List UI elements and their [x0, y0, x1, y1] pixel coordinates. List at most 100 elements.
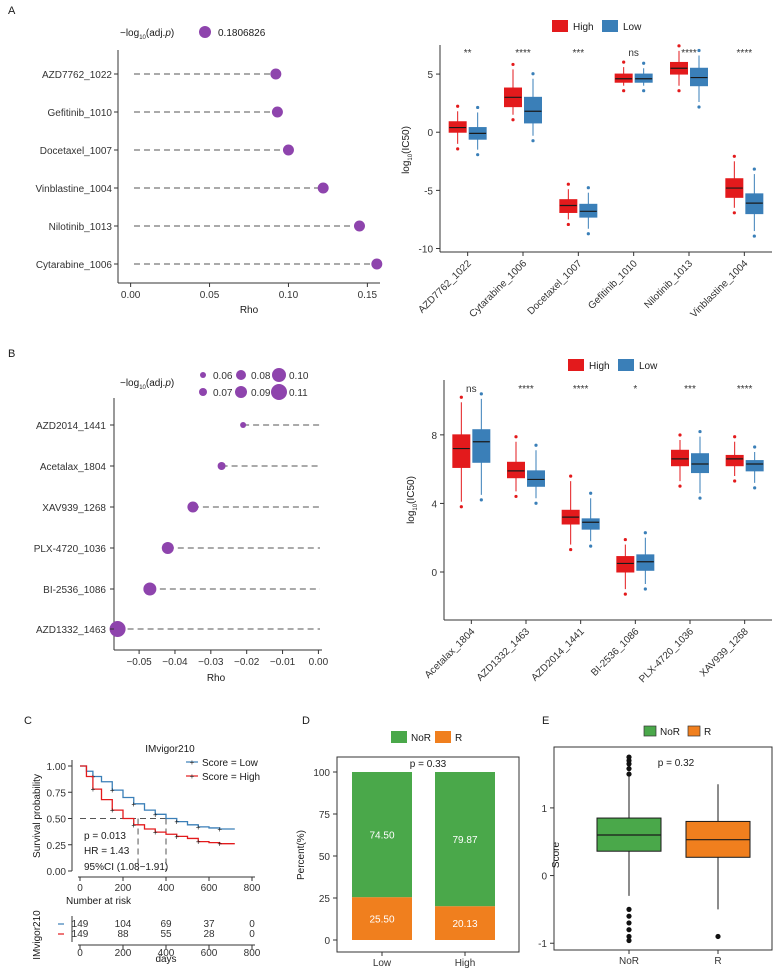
b-left-size-legend-label: 0.09: [251, 388, 271, 399]
a-right-significance: ***: [572, 48, 584, 59]
c-risk-high-count: 88: [117, 929, 129, 940]
c-curve-high-censor: +: [131, 821, 136, 830]
b-right-outlier: [733, 435, 737, 439]
a-right-significance: ****: [737, 48, 753, 59]
c-curve-low-censor: +: [196, 823, 201, 832]
a-left-x-tick-label: 0.05: [200, 290, 220, 301]
b-right-outlier: [534, 501, 538, 505]
c-y-label: Survival probability: [32, 774, 43, 858]
d-label-r: 25.50: [369, 915, 394, 926]
b-left-size-legend-dot: [271, 384, 287, 400]
a-right-category-label: Vinblastine_1004: [689, 258, 751, 320]
b-right-outlier: [514, 435, 518, 439]
a-right-significance: ****: [515, 48, 531, 59]
c-curve-low-censor: +: [131, 800, 136, 809]
b-right-outlier: [459, 505, 463, 509]
c-curve-high-censor: +: [174, 832, 179, 841]
a-right-category-label: AZD7762_1022: [416, 258, 474, 316]
b-right-y-tick-label: 8: [431, 431, 437, 442]
b-left-x-tick-label: −0.05: [126, 657, 152, 668]
a-right-outlier: [622, 89, 626, 93]
b-right-box: [691, 453, 709, 474]
panel-a-lollipop: −log10(adj.p) 0.1806826 AZD7762_1022 Gefi…: [35, 26, 383, 316]
a-left-point: [371, 258, 383, 270]
b-right-significance: ****: [518, 384, 534, 395]
a-right-outlier: [677, 44, 681, 48]
d-category-label: Low: [373, 958, 392, 968]
a-left-drug-label: AZD7762_1022: [42, 70, 112, 81]
e-legend-nor-swatch: [643, 725, 657, 737]
d-bar-nor: [352, 772, 412, 898]
d-bar-r: [435, 906, 495, 940]
a-right-outlier: [586, 232, 590, 236]
b-left-size-legend-label: 0.06: [213, 371, 233, 382]
b-right-outlier: [534, 443, 538, 447]
b-right-outlier: [698, 496, 702, 500]
a-right-legend-low-label: Low: [623, 22, 642, 33]
a-left-legend-dot: [199, 26, 211, 38]
b-left-size-legend-label: 0.07: [213, 388, 233, 399]
a-left-legend-value: 0.1806826: [218, 28, 266, 39]
a-left-drug-label: Gefitinib_1010: [48, 108, 113, 119]
e-outlier: [626, 771, 632, 777]
a-right-outlier: [677, 89, 681, 93]
a-right-legend-high-label: High: [573, 22, 594, 33]
a-left-x-label: Rho: [240, 305, 259, 316]
c-legend-high: Score = High: [202, 772, 260, 783]
c-risk-x-tick-label: 0: [77, 948, 83, 959]
a-right-category-label: Cytarabine_1006: [467, 258, 529, 320]
b-right-outlier: [643, 587, 647, 591]
a-left-x-tick-label: 0.10: [279, 290, 299, 301]
a-right-box: [524, 96, 542, 124]
b-right-outlier: [623, 592, 627, 596]
b-right-category-label: Acetalax_1804: [423, 626, 478, 681]
c-legend-high-mark: +: [190, 772, 195, 781]
b-left-point: [143, 582, 157, 596]
b-right-box: [616, 556, 635, 573]
b-right-outlier: [589, 491, 593, 495]
c-curve-high-censor: +: [110, 806, 115, 815]
panel-letter-c: C: [24, 715, 32, 727]
c-risk-high-count: 28: [203, 929, 215, 940]
b-right-box: [452, 434, 471, 468]
a-left-drug-label: Cytarabine_1006: [36, 260, 113, 271]
a-right-outlier: [697, 48, 701, 53]
e-pvalue: p = 0.32: [658, 758, 695, 769]
a-left-x-tick-label: 0.00: [121, 290, 141, 301]
e-y-tick-label: -1: [538, 939, 547, 950]
c-y-tick-label: 0.00: [47, 867, 67, 878]
a-right-legend-high-swatch: [552, 20, 568, 32]
e-frame: [553, 746, 773, 951]
b-right-significance: *: [633, 384, 637, 395]
c-risk-low-count: 37: [203, 919, 215, 930]
b-right-box: [507, 461, 525, 479]
e-outlier: [626, 920, 632, 926]
c-curve-low-censor: +: [174, 818, 179, 827]
d-y-tick-label: 50: [319, 852, 331, 863]
panel-b-lollipop: −log10(adj.p) 0.06 0.07 0.08 0.09 0.10 0.11 A…: [34, 368, 329, 684]
b-left-size-legend-label: 0.11: [289, 388, 308, 399]
b-right-outlier: [514, 494, 518, 499]
e-outlier: [626, 754, 632, 760]
c-risk-high-count: 149: [72, 929, 89, 940]
b-left-x-tick-label: −0.04: [162, 657, 188, 668]
b-right-y-label: log10(IC50): [406, 476, 419, 524]
d-bar-nor: [435, 772, 495, 907]
a-left-point: [282, 144, 294, 156]
b-right-outlier: [753, 486, 757, 490]
a-right-outlier: [456, 147, 460, 151]
b-right-category-label: AZD2014_1441: [529, 626, 587, 684]
a-right-y-tick-label: 0: [427, 128, 433, 139]
c-risk-title: Number at risk: [66, 896, 132, 907]
d-y-tick-label: 25: [319, 894, 331, 905]
panel-d-stacked-bar: NoR R p = 0.33 Percent(%) 0 25 50 75 100 74.5…: [296, 731, 520, 968]
a-right-outlier: [642, 89, 646, 93]
a-right-category-label: Gefitinib_1010: [586, 258, 640, 312]
b-right-outlier: [479, 392, 483, 396]
b-left-drug-label: PLX-4720_1036: [34, 544, 107, 555]
d-y-label: Percent(%): [296, 830, 307, 880]
b-right-significance: ****: [737, 384, 753, 395]
c-x-tick-label: 400: [158, 883, 175, 894]
c-curve-low: [80, 765, 235, 830]
